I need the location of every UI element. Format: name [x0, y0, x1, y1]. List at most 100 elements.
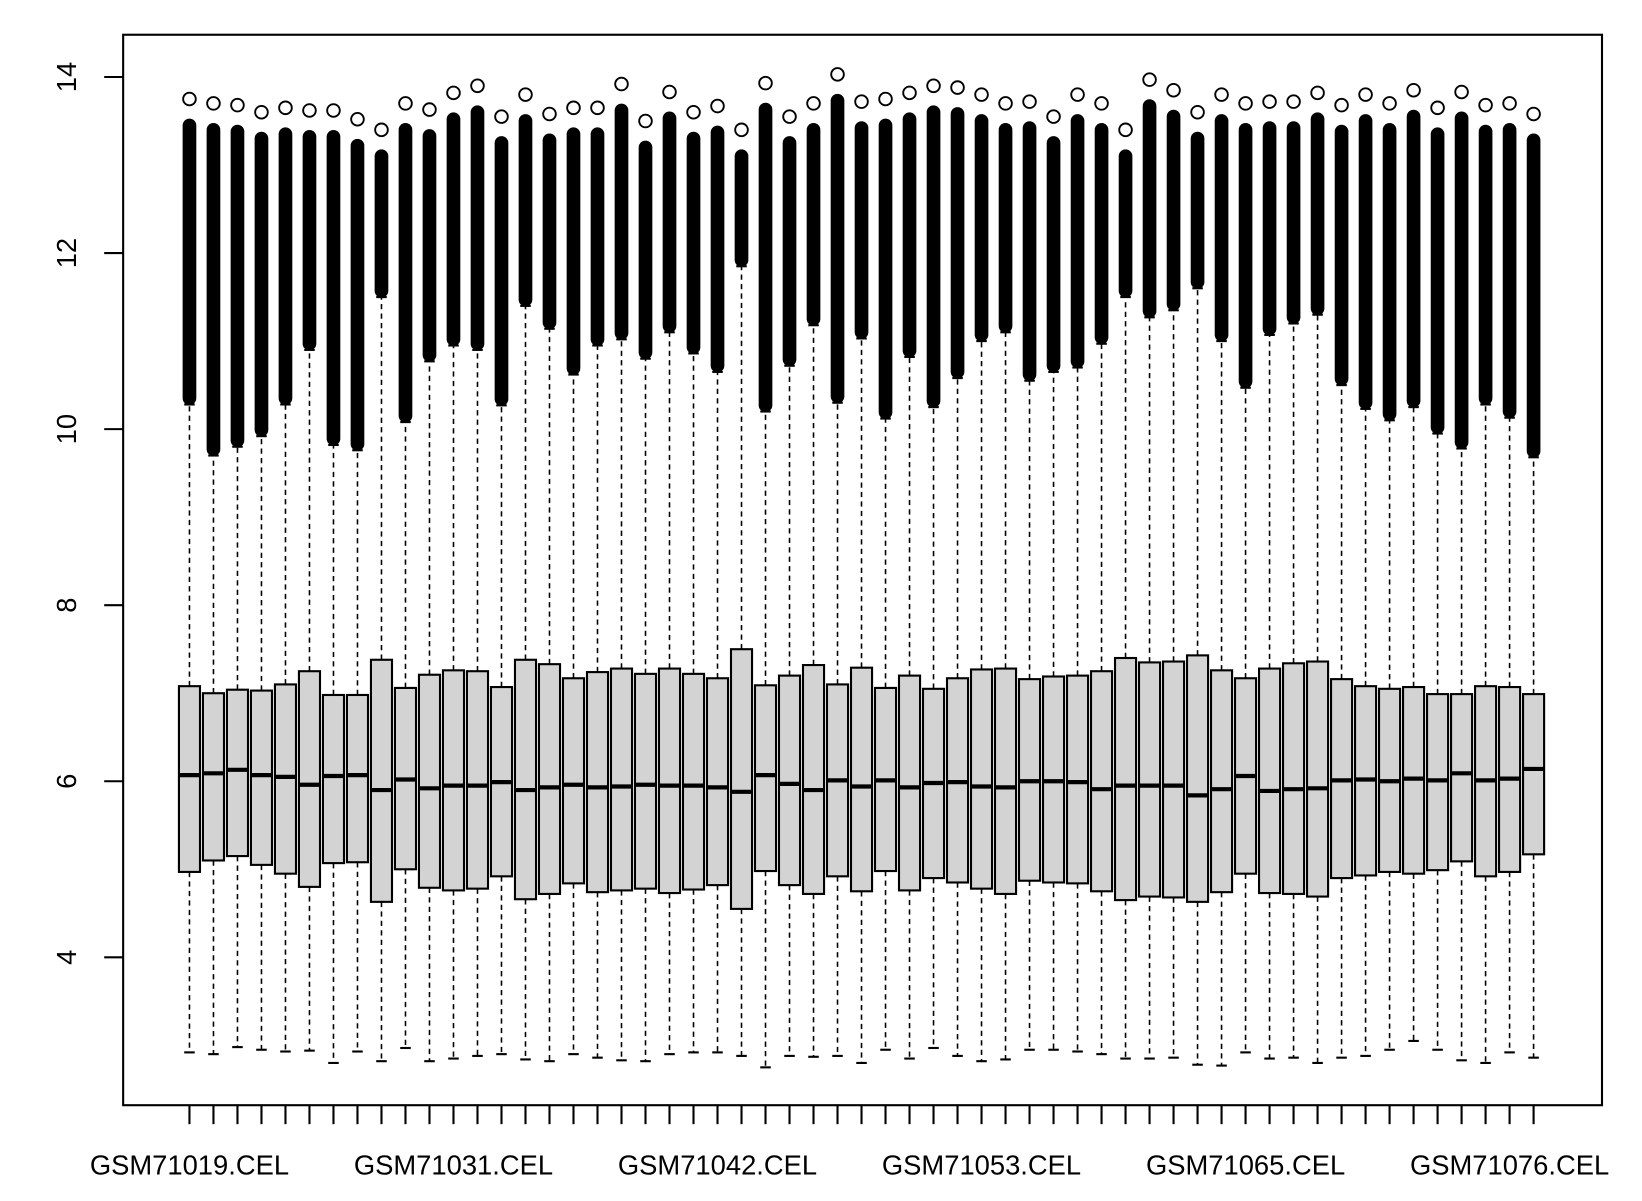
- outlier: [1118, 122, 1133, 138]
- outlier: [1454, 84, 1469, 100]
- outlier: [518, 87, 533, 102]
- box: [1089, 670, 1114, 893]
- outlier: [254, 104, 269, 120]
- box: [657, 667, 682, 895]
- box: [177, 685, 202, 873]
- box: [1113, 656, 1138, 902]
- x-tick-label: GSM71042.CEL: [618, 1150, 817, 1181]
- box: [1257, 667, 1282, 895]
- outlier: [638, 113, 653, 129]
- x-tick-label: GSM71031.CEL: [354, 1150, 553, 1181]
- y-tick-label: 4: [51, 950, 82, 965]
- box: [513, 658, 538, 901]
- box: [801, 663, 826, 895]
- outlier: [1214, 87, 1229, 102]
- outlier: [1430, 100, 1445, 116]
- box: [777, 674, 802, 887]
- box: [369, 658, 394, 903]
- box: [993, 667, 1018, 895]
- outlier: [854, 94, 869, 109]
- outlier: [686, 104, 701, 120]
- outlier: [1166, 82, 1181, 98]
- box: [465, 670, 490, 890]
- outlier: [326, 103, 341, 118]
- box: [1185, 654, 1210, 903]
- outlier: [1142, 72, 1157, 87]
- box: [561, 677, 586, 885]
- y-tick-label: 10: [51, 414, 82, 444]
- outlier: [1286, 94, 1301, 109]
- box: [201, 692, 226, 862]
- y-tick-label: 12: [51, 238, 82, 268]
- outlier: [374, 122, 389, 138]
- outlier: [1382, 96, 1397, 111]
- x-tick-label: GSM71053.CEL: [882, 1150, 1081, 1181]
- outlier: [1094, 96, 1109, 111]
- outlier: [830, 67, 845, 82]
- outlier: [614, 76, 629, 92]
- outlier: [758, 75, 773, 91]
- y-tick-label: 14: [51, 62, 82, 92]
- y-tick-label: 8: [51, 598, 82, 613]
- outlier: [1310, 85, 1325, 101]
- box: [849, 666, 874, 893]
- box: [345, 693, 370, 864]
- outlier: [1406, 82, 1421, 98]
- outlier: [782, 109, 797, 124]
- box: [273, 683, 298, 875]
- outlier: [1526, 106, 1541, 122]
- outlier: [950, 80, 965, 95]
- outlier: [470, 78, 485, 94]
- x-tick-label: GSM71076.CEL: [1410, 1150, 1609, 1181]
- box: [1209, 669, 1234, 894]
- outlier: [182, 91, 197, 107]
- box: [1065, 674, 1090, 885]
- outlier: [422, 102, 437, 117]
- outlier: [302, 103, 317, 118]
- box: [609, 667, 634, 892]
- outlier: [1502, 96, 1517, 111]
- box: [705, 677, 730, 887]
- outlier: [974, 87, 989, 102]
- box: [753, 684, 778, 873]
- outlier: [878, 91, 893, 107]
- outlier: [1238, 96, 1253, 111]
- box: [417, 673, 442, 889]
- outlier: [806, 96, 821, 111]
- outlier: [662, 84, 677, 100]
- outlier: [1334, 97, 1349, 113]
- box: [729, 648, 754, 910]
- outlier: [566, 100, 581, 116]
- outlier: [902, 85, 917, 101]
- box: [441, 669, 466, 892]
- box: [897, 674, 922, 892]
- box: [1522, 693, 1546, 856]
- outlier: [1190, 104, 1205, 120]
- box: [1161, 660, 1186, 899]
- box: [1450, 693, 1474, 863]
- outlier: [710, 98, 725, 114]
- outlier: [734, 122, 749, 138]
- box: [969, 668, 994, 890]
- box: [249, 689, 274, 866]
- outlier: [398, 96, 413, 111]
- outlier: [1070, 87, 1085, 102]
- x-tick-label: GSM71019.CEL: [90, 1150, 289, 1181]
- outlier: [1022, 94, 1037, 109]
- outlier: [230, 97, 245, 113]
- box: [1305, 660, 1330, 898]
- box: [321, 693, 346, 865]
- outlier: [350, 111, 365, 127]
- outlier: [542, 106, 557, 122]
- box: [1137, 661, 1162, 898]
- box: [297, 670, 322, 888]
- x-tick-label: GSM71065.CEL: [1146, 1150, 1345, 1181]
- box: [225, 688, 250, 858]
- y-tick-label: 6: [51, 774, 82, 789]
- outlier: [278, 100, 293, 116]
- outlier: [1046, 109, 1061, 124]
- outlier: [1478, 97, 1493, 113]
- outlier: [446, 85, 461, 101]
